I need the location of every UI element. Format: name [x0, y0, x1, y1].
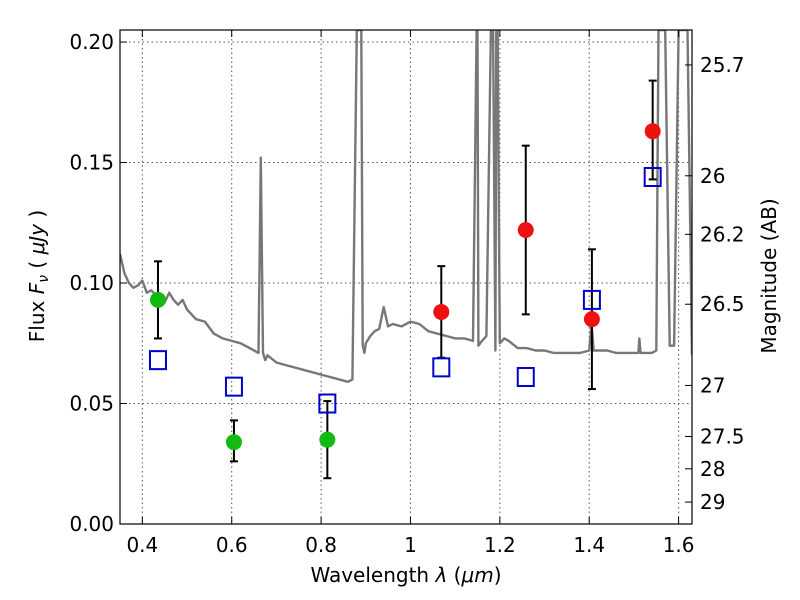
mag-tick-label: 29 [700, 490, 725, 514]
model-point [643, 166, 662, 187]
y2-axis-label: Magnitude (AB) [757, 198, 781, 353]
x-tick-label: 1.6 [663, 533, 695, 557]
data-point [644, 123, 661, 140]
x-tick-label: 1.4 [573, 533, 605, 557]
mag-tick-label: 26.5 [700, 292, 745, 316]
y-axis-label: Flux Fν ( μJy ) [25, 210, 52, 342]
model-spectrum-line [120, 30, 692, 383]
x-tick-label: 0.8 [305, 533, 337, 557]
model-point [148, 350, 167, 371]
plot-frame [119, 29, 693, 525]
grid [120, 30, 692, 525]
axis-ticks: 0.4 0.6 0.8 1 1.2 1.4 1.6 0.00 0.05 0.10 0.15 0.20 2… [69, 30, 745, 557]
data-point [225, 434, 242, 451]
model-point [224, 376, 243, 397]
data-point [149, 291, 166, 308]
data-point [517, 222, 534, 239]
x-tick-label: 1.2 [484, 533, 516, 557]
model-spectrum-layer [120, 30, 692, 383]
data-point [583, 311, 600, 328]
y-tick-label: 0.15 [69, 151, 114, 175]
mag-tick-label: 25.7 [700, 53, 745, 77]
model-point [432, 357, 451, 378]
x-tick-label: 0.6 [216, 533, 248, 557]
model-point [318, 393, 337, 414]
x-axis-label: Wavelength λ (μm) [310, 563, 501, 587]
x-tick-label: 1 [404, 533, 417, 557]
y-tick-label: 0.05 [69, 392, 114, 416]
data-point [433, 303, 450, 320]
y-tick-label: 0.10 [69, 271, 114, 295]
data-point [319, 431, 336, 448]
mag-tick-label: 27 [700, 373, 725, 397]
mag-tick-label: 26.2 [700, 222, 745, 246]
data-points-layer [148, 79, 662, 480]
model-point [582, 289, 601, 310]
mag-tick-label: 28 [700, 457, 725, 481]
mag-tick-label: 27.5 [700, 425, 745, 449]
model-point [516, 367, 535, 388]
y-tick-label: 0.20 [69, 30, 114, 54]
x-tick-label: 0.4 [126, 533, 158, 557]
y-tick-label: 0.00 [69, 512, 114, 536]
mag-tick-label: 26 [700, 164, 725, 188]
